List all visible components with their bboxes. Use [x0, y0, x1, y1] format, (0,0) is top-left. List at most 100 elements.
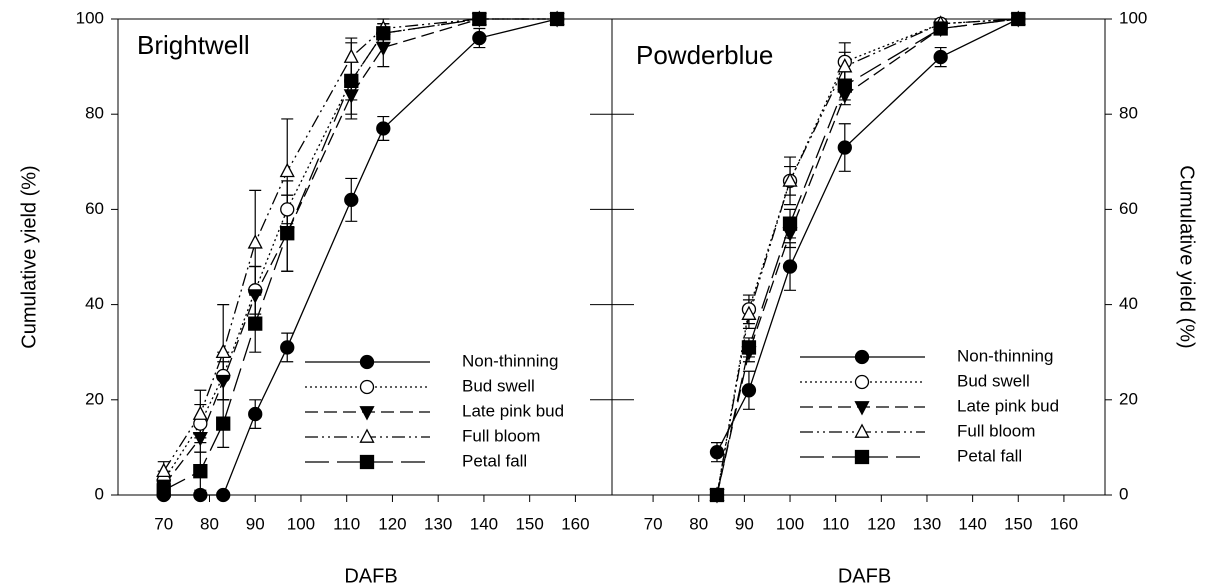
marker — [343, 89, 359, 104]
marker — [280, 340, 295, 355]
marker — [192, 405, 208, 420]
y-tick-label: 20 — [1119, 389, 1138, 408]
y-tick-label: 80 — [1119, 104, 1138, 123]
marker — [215, 374, 231, 390]
y-tick-label: 20 — [85, 389, 104, 408]
marker — [156, 462, 172, 478]
y-tick-label: 80 — [85, 104, 104, 123]
y-tick-label: 0 — [1119, 484, 1128, 503]
marker — [193, 464, 208, 479]
legend-label: Non-thinning — [462, 351, 558, 370]
x-tick-label: 90 — [246, 514, 265, 533]
y-tick-label: 40 — [85, 294, 104, 313]
y-tick-label: 100 — [1119, 8, 1147, 27]
legend-marker — [854, 423, 870, 438]
marker — [709, 445, 725, 460]
y-tick-label: 0 — [95, 484, 104, 503]
marker — [709, 487, 725, 503]
marker — [247, 289, 263, 304]
marker — [741, 305, 757, 320]
series-line — [716, 18, 1019, 496]
marker — [280, 226, 295, 241]
marker — [344, 73, 359, 89]
legend-marker — [359, 428, 375, 443]
marker — [782, 216, 798, 231]
x-tick-label: 160 — [1050, 514, 1078, 533]
marker — [933, 49, 948, 65]
series-line — [716, 18, 1019, 496]
y-axis-label: Cumulative yield (%) — [18, 165, 40, 348]
legend-marker — [359, 406, 375, 421]
legend-label: Full bloom — [957, 421, 1035, 440]
legend-marker — [854, 349, 870, 365]
x-tick-label: 100 — [776, 514, 804, 533]
y-tick-label: 60 — [85, 199, 104, 218]
x-tick-label: 140 — [470, 514, 498, 533]
legend-label: Bud swell — [462, 376, 535, 395]
x-tick-label: 110 — [333, 514, 360, 533]
legend-label: Petal fall — [957, 446, 1022, 465]
marker — [248, 316, 263, 331]
marker — [837, 78, 852, 93]
plot-frame — [611, 18, 1106, 496]
legend-label: Non-thinning — [957, 346, 1053, 365]
x-tick-label: 140 — [958, 514, 986, 533]
x-tick-label: 70 — [644, 514, 663, 533]
marker — [156, 483, 171, 498]
legend-label: Bud swell — [957, 371, 1030, 390]
marker — [193, 487, 208, 503]
marker — [247, 234, 263, 249]
y-axis-label: Cumulative yield (%) — [1176, 165, 1198, 348]
panel-title: Brightwell — [137, 30, 250, 60]
y-tick-label: 40 — [1119, 294, 1138, 313]
y-tick-label: 60 — [1119, 199, 1138, 218]
x-tick-label: 130 — [913, 514, 941, 533]
x-tick-label: 80 — [689, 514, 708, 533]
marker — [837, 140, 852, 155]
x-tick-label: 160 — [561, 514, 589, 533]
x-tick-label: 120 — [378, 514, 406, 533]
x-tick-label: 100 — [287, 514, 315, 533]
marker — [280, 202, 295, 217]
x-axis-label: DAFB — [344, 565, 397, 587]
series-line — [163, 18, 558, 482]
series-line — [163, 18, 558, 486]
marker — [472, 11, 487, 27]
legend-label: Full bloom — [462, 426, 540, 445]
marker — [344, 192, 359, 208]
legend-label: Late pink bud — [462, 401, 564, 420]
legend-label: Petal fall — [462, 451, 527, 470]
x-tick-label: 130 — [424, 514, 452, 533]
legend-marker — [359, 379, 375, 395]
marker — [216, 487, 231, 503]
marker — [782, 172, 798, 187]
marker — [192, 432, 208, 447]
x-tick-label: 150 — [515, 514, 543, 533]
marker — [549, 11, 565, 27]
marker — [741, 383, 757, 398]
series-line — [716, 18, 1019, 453]
x-tick-label: 70 — [154, 514, 173, 533]
marker — [782, 259, 798, 274]
x-tick-label: 110 — [822, 514, 849, 533]
marker — [1011, 11, 1026, 27]
marker — [472, 30, 487, 46]
x-tick-label: 150 — [1004, 514, 1032, 533]
legend-marker — [854, 374, 870, 390]
legend-marker — [359, 454, 375, 470]
marker — [375, 41, 391, 57]
legend-marker — [854, 449, 870, 465]
x-tick-label: 120 — [867, 514, 895, 533]
legend-marker — [854, 401, 870, 416]
legend-label: Late pink bud — [957, 396, 1059, 415]
panel-title: Powderblue — [636, 40, 773, 70]
marker — [837, 58, 853, 73]
plot-frame — [117, 18, 613, 496]
marker — [215, 343, 231, 359]
x-axis-label: DAFB — [838, 565, 891, 587]
marker — [343, 48, 359, 63]
x-tick-label: 80 — [200, 514, 219, 533]
marker — [741, 340, 757, 355]
